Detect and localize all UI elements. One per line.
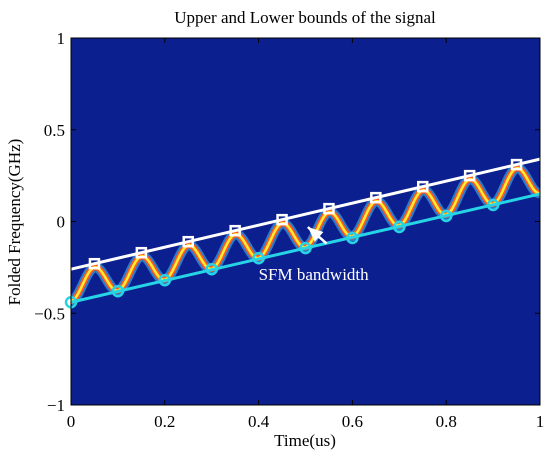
lower-trough-marker bbox=[393, 220, 406, 234]
lower-trough-marker bbox=[439, 209, 453, 223]
y-tick-label: −0.5 bbox=[34, 304, 65, 323]
y-tick-label: 1 bbox=[57, 29, 66, 48]
y-tick-label: −1 bbox=[47, 396, 65, 415]
upper-peak-marker bbox=[417, 180, 429, 193]
x-tick-label: 1 bbox=[536, 412, 545, 431]
annotation-arrow-head bbox=[307, 227, 324, 242]
x-axis-label: Time(us) bbox=[274, 431, 336, 450]
plot-area bbox=[71, 38, 540, 405]
y-axis-label: Folded Frequency(GHz) bbox=[5, 139, 24, 306]
x-tick-label: 0.2 bbox=[154, 412, 175, 431]
x-tick-label: 0.8 bbox=[436, 412, 457, 431]
upper-peak-marker bbox=[510, 158, 523, 171]
upper-peak-marker bbox=[229, 224, 241, 237]
lower-trough-marker bbox=[111, 284, 125, 298]
axis-layer: 0 0.2 0.4 0.6 0.8 1 −1 −0.5 0 0.5 1 bbox=[34, 29, 544, 431]
y-tick-label: 0.5 bbox=[44, 121, 65, 140]
plot-background bbox=[71, 38, 540, 405]
upper-peak-marker bbox=[370, 191, 382, 204]
upper-bound-line bbox=[70, 157, 541, 271]
chart-title: Upper and Lower bounds of the signal bbox=[174, 8, 436, 27]
upper-peak-marker bbox=[463, 169, 476, 182]
x-tick-label: 0 bbox=[67, 412, 76, 431]
lower-bound-line bbox=[70, 192, 541, 304]
annotation-label: SFM bandwidth bbox=[259, 265, 370, 284]
lower-trough-marker bbox=[486, 198, 500, 212]
lower-trough-marker bbox=[299, 241, 312, 255]
bound-layer bbox=[70, 157, 541, 304]
upper-peak-marker bbox=[323, 202, 335, 215]
upper-peak-marker bbox=[135, 246, 148, 259]
x-tick-label: 0.6 bbox=[342, 412, 363, 431]
lower-trough-marker bbox=[252, 251, 265, 265]
lower-trough-marker bbox=[205, 262, 218, 276]
y-tick-label: 0 bbox=[57, 213, 66, 232]
x-tick-label: 0.4 bbox=[248, 412, 270, 431]
lower-trough-marker bbox=[158, 273, 172, 287]
annotation-layer: SFM bandwidth bbox=[259, 226, 370, 284]
upper-peak-marker bbox=[182, 235, 194, 248]
upper-peak-marker bbox=[276, 213, 288, 226]
lower-trough-marker bbox=[346, 231, 359, 245]
marker-layer bbox=[64, 158, 523, 309]
upper-peak-marker bbox=[88, 257, 101, 270]
